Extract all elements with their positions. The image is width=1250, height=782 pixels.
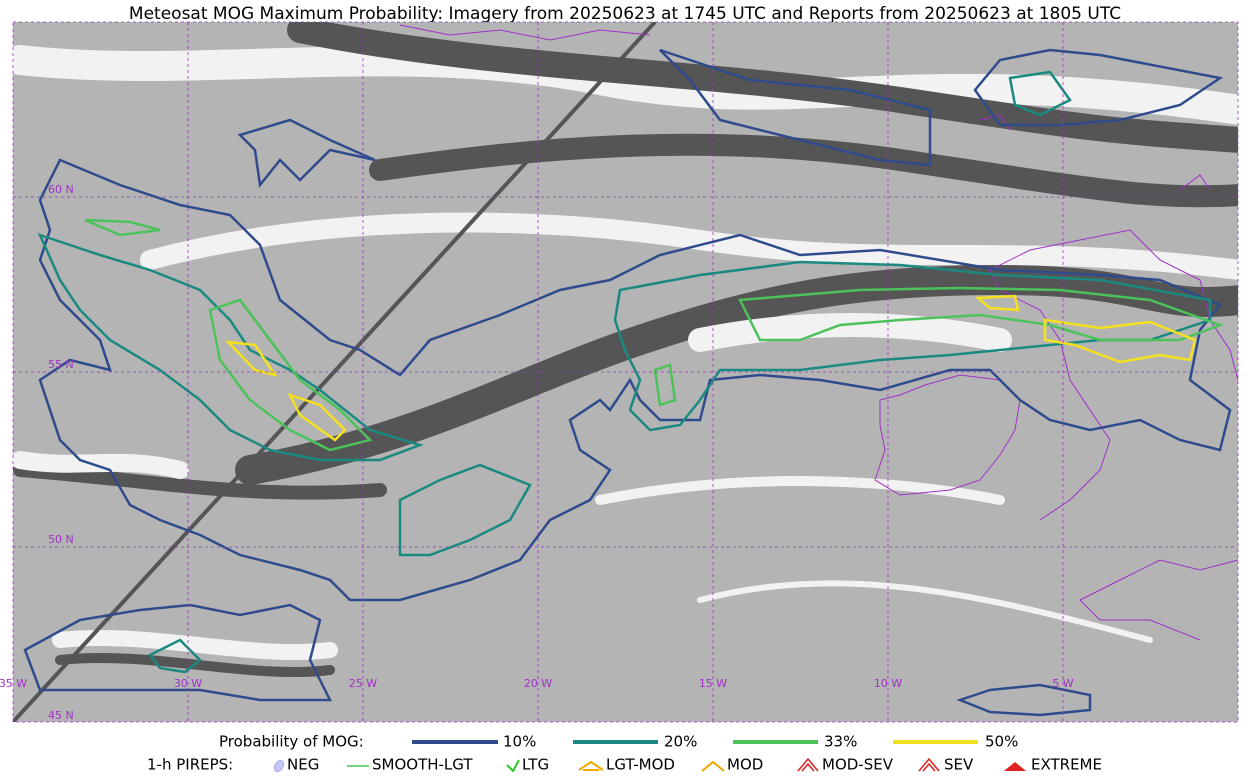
dark-band [55,653,335,677]
contour-20 [37,232,424,462]
lat-label: 45 N [48,709,74,722]
graticule [12,21,1239,723]
map-border [12,21,1239,723]
lon-label: 10 W [874,677,902,690]
lon-label: 30 W [174,677,202,690]
legend-item: 33% [824,733,857,751]
contour-33 [84,218,161,237]
lon-label: 25 W [349,677,377,690]
legend-icon [506,759,520,773]
dark-band [287,22,1238,153]
legend-item: 20% [664,733,697,751]
dark-band [13,463,387,500]
dark-band [235,264,1238,485]
legend-item: 10% [503,733,536,751]
cloud-band [697,580,1153,643]
lon-label: 20 W [524,677,552,690]
contour-10 [38,158,1232,602]
contour-50 [1043,318,1197,364]
legend-item: MOD-SEV [822,756,894,774]
contour-33 [208,298,373,452]
map: 60 N 55 N 50 N 45 N 35 W 30 W 25 W 20 W … [0,21,1239,723]
legend-item: NEG [287,756,319,774]
contour-33 [653,363,677,407]
contour-10 [973,48,1224,127]
legend-icon [918,757,940,772]
contour-20 [1008,70,1072,117]
legend-item: 50% [985,733,1018,751]
cloud-band [13,451,189,479]
legend: Probability of MOG: 10% 20% 33% 50% 1-h … [147,733,1102,774]
lon-label: 5 W [1052,677,1073,690]
legend-icon [578,760,604,771]
lat-label: 50 N [48,533,74,546]
cloud-band [140,212,1238,280]
legend-item: SMOOTH-LGT [372,756,473,774]
lat-label: 55 N [48,358,74,371]
title: Meteosat MOG Maximum Probability: Imager… [129,4,1121,24]
lon-label: 35 W [0,677,27,690]
contour-10 [956,683,1092,717]
legend-icon [701,760,725,772]
coastline-ireland [874,374,1021,496]
coastline-britain [989,229,1238,641]
legend-icon [273,759,285,773]
legend-label: Probability of MOG: [219,733,364,751]
dark-band [369,133,1238,208]
contour-20 [398,463,532,557]
legend-item: LTG [522,756,549,774]
cloud-band [595,476,1005,505]
legend-label: 1-h PIREPS: [147,756,233,774]
legend-item: MOD [727,756,763,774]
lon-label: 15 W [699,677,727,690]
contour-20 [613,260,1212,432]
contour-10 [23,603,333,702]
contour-20 [148,638,202,674]
contour-10 [237,118,376,189]
legend-item: LGT-MOD [606,756,675,774]
contour-10 [659,48,932,167]
legend-icon [797,757,819,772]
legend-icon [1004,762,1026,771]
contour-33 [738,286,1224,342]
lat-label: 60 N [48,183,74,196]
legend-item: SEV [944,756,974,774]
legend-item: EXTREME [1031,756,1102,774]
contour-50 [974,294,1020,312]
cloud-band [52,630,338,660]
contour-50 [224,340,278,377]
contour-50 [287,392,347,442]
